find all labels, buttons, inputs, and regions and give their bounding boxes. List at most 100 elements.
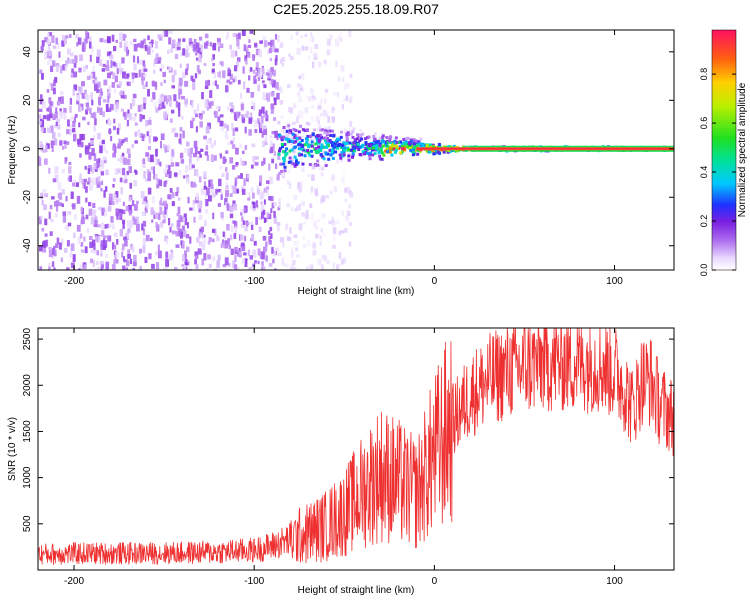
noise-cell — [193, 140, 198, 148]
noise-cell — [63, 36, 67, 45]
noise-cell — [262, 209, 266, 215]
noise-cell — [177, 206, 181, 215]
carrier-cell — [364, 143, 368, 147]
diffuse-cell — [305, 210, 309, 217]
noise-cell — [132, 216, 135, 222]
carrier-cell — [330, 144, 334, 148]
diffuse-cell — [338, 76, 341, 82]
noise-cell — [185, 68, 188, 76]
diffuse-cell — [300, 223, 303, 227]
noise-cell — [261, 131, 264, 138]
noise-cell — [197, 248, 202, 255]
carrier-cell — [407, 141, 411, 145]
noise-cell — [250, 205, 253, 211]
noise-cell — [70, 191, 74, 199]
noise-cell — [118, 67, 122, 73]
noise-cell — [171, 74, 175, 83]
diffuse-cell — [315, 115, 320, 122]
noise-cell — [167, 169, 170, 175]
noise-cell — [41, 200, 44, 206]
noise-cell — [66, 48, 71, 55]
noise-cell — [81, 217, 85, 225]
noise-cell — [225, 81, 229, 86]
noise-cell — [116, 67, 119, 75]
noise-cell — [198, 200, 203, 209]
noise-cell — [182, 48, 186, 56]
noise-cell — [62, 215, 67, 223]
noise-cell — [79, 173, 82, 180]
noise-cell — [242, 220, 246, 225]
carrier-cell — [403, 145, 407, 149]
noise-cell — [271, 158, 275, 163]
noise-cell — [171, 201, 175, 207]
diffuse-cell — [292, 146, 296, 154]
noise-cell — [103, 235, 107, 239]
noise-cell — [257, 118, 261, 122]
diffuse-cell — [336, 263, 341, 268]
noise-cell — [258, 226, 262, 233]
snr-ytick-label: 2000 — [22, 374, 33, 397]
noise-cell — [235, 147, 239, 155]
noise-cell — [188, 152, 193, 159]
noise-cell — [263, 217, 267, 224]
carrier-cell — [337, 144, 341, 148]
noise-cell — [233, 65, 238, 72]
noise-cell — [196, 237, 200, 243]
noise-cell — [173, 69, 177, 76]
diffuse-cell — [290, 263, 295, 270]
noise-cell — [131, 143, 135, 148]
diffuse-cell — [346, 215, 350, 222]
noise-cell — [134, 122, 138, 126]
carrier-cell — [359, 128, 363, 132]
diffuse-cell — [293, 103, 297, 109]
noise-cell — [203, 238, 206, 246]
noise-cell — [256, 120, 260, 124]
spectrogram-image — [38, 30, 674, 270]
carrier-cell — [340, 151, 344, 155]
noise-cell — [61, 34, 65, 41]
carrier-cell — [390, 142, 394, 146]
noise-cell — [236, 33, 240, 40]
noise-cell — [39, 266, 43, 270]
noise-cell — [171, 85, 175, 89]
noise-cell — [87, 121, 90, 126]
noise-cell — [56, 100, 61, 106]
noise-cell — [178, 88, 183, 95]
carrier-cell — [326, 132, 330, 136]
diffuse-cell — [307, 173, 311, 178]
carrier-cell — [293, 136, 297, 140]
noise-cell — [122, 111, 127, 117]
noise-cell — [176, 187, 180, 193]
noise-cell — [103, 79, 108, 86]
noise-cell — [179, 133, 182, 138]
diffuse-cell — [341, 77, 345, 82]
noise-cell — [152, 92, 156, 100]
diffuse-cell — [301, 212, 304, 218]
noise-cell — [111, 242, 115, 250]
noise-cell — [248, 75, 251, 81]
noise-cell — [123, 259, 128, 263]
noise-cell — [118, 208, 123, 214]
noise-cell — [229, 81, 233, 85]
diffuse-cell — [311, 174, 315, 182]
diffuse-cell — [335, 60, 338, 68]
noise-cell — [96, 266, 101, 270]
noise-cell — [277, 152, 281, 161]
noise-cell — [155, 53, 159, 59]
noise-cell — [235, 61, 240, 67]
noise-cell — [108, 197, 113, 206]
noise-cell — [76, 195, 81, 204]
noise-cell — [119, 228, 123, 237]
carrier-cell — [398, 140, 402, 144]
spectrogram-xtick-label: 100 — [606, 276, 623, 287]
noise-cell — [252, 207, 256, 212]
noise-cell — [253, 119, 258, 128]
noise-cell — [40, 192, 44, 200]
noise-cell — [190, 75, 194, 81]
spectrogram-ytick-label: 40 — [22, 46, 33, 58]
diffuse-cell — [280, 42, 284, 48]
noise-cell — [93, 243, 96, 251]
diffuse-cell — [283, 144, 286, 151]
noise-cell — [222, 156, 226, 164]
carrier-cell — [280, 169, 284, 173]
